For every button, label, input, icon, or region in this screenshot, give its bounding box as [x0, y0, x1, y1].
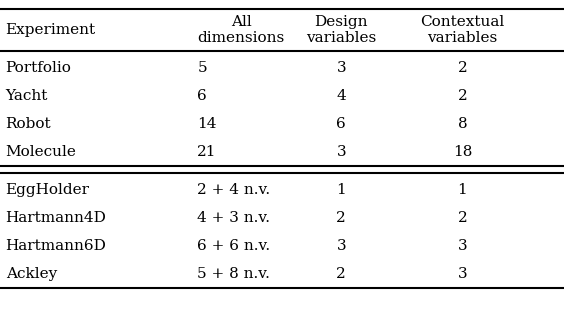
Text: 2 + 4 n.v.: 2 + 4 n.v. [197, 183, 271, 197]
Text: Experiment: Experiment [6, 23, 96, 37]
Text: 2: 2 [457, 89, 468, 103]
Text: Hartmann4D: Hartmann4D [6, 211, 107, 225]
Text: 4: 4 [336, 89, 346, 103]
Text: 4 + 3 n.v.: 4 + 3 n.v. [197, 211, 270, 225]
Text: 6: 6 [197, 89, 207, 103]
Text: 14: 14 [197, 117, 217, 131]
Text: Design
variables: Design variables [306, 15, 376, 45]
Text: 3: 3 [336, 61, 346, 75]
Text: 6 + 6 n.v.: 6 + 6 n.v. [197, 239, 271, 253]
Text: Ackley: Ackley [6, 267, 57, 281]
Text: Yacht: Yacht [6, 89, 48, 103]
Text: 2: 2 [336, 267, 346, 281]
Text: 2: 2 [457, 211, 468, 225]
Text: 2: 2 [336, 211, 346, 225]
Text: 1: 1 [457, 183, 468, 197]
Text: Portfolio: Portfolio [6, 61, 72, 75]
Text: 1: 1 [336, 183, 346, 197]
Text: Molecule: Molecule [6, 145, 77, 159]
Text: Robot: Robot [6, 117, 51, 131]
Text: 5 + 8 n.v.: 5 + 8 n.v. [197, 267, 270, 281]
Text: 3: 3 [457, 267, 468, 281]
Text: Hartmann6D: Hartmann6D [6, 239, 107, 253]
Text: 18: 18 [453, 145, 472, 159]
Text: 3: 3 [336, 239, 346, 253]
Text: 21: 21 [197, 145, 217, 159]
Text: All
dimensions: All dimensions [197, 15, 285, 45]
Text: Contextual
variables: Contextual variables [420, 15, 505, 45]
Text: 6: 6 [336, 117, 346, 131]
Text: 3: 3 [457, 239, 468, 253]
Text: EggHolder: EggHolder [6, 183, 90, 197]
Text: 2: 2 [457, 61, 468, 75]
Text: 8: 8 [457, 117, 468, 131]
Text: 3: 3 [336, 145, 346, 159]
Text: 5: 5 [197, 61, 207, 75]
